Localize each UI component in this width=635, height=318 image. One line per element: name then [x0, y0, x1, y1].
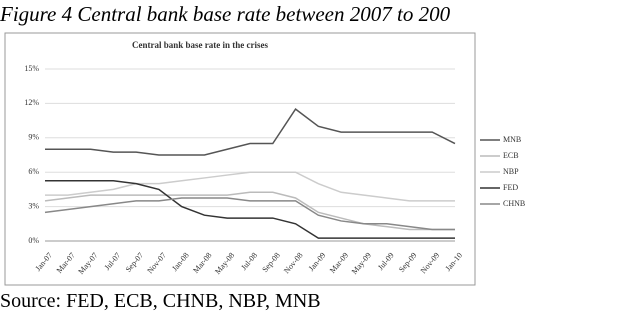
source-note: Source: FED, ECB, CHNB, NBP, MNB — [0, 290, 321, 312]
chart-title: Central bank base rate in the crises — [132, 40, 268, 50]
legend-label: MNB — [503, 135, 521, 144]
legend-label: NBP — [503, 167, 519, 176]
chart: Central bank base rate in the crises 0% 3… — [4, 32, 525, 286]
y-tick-label: 0% — [28, 236, 39, 245]
legend-label: CHNB — [503, 199, 525, 208]
y-tick-label: 15% — [24, 64, 39, 73]
legend-label: ECB — [503, 151, 519, 160]
figure-caption: Figure 4 Central bank base rate between … — [0, 2, 451, 26]
series-line — [45, 171, 455, 202]
y-tick-label: 12% — [24, 98, 39, 107]
y-tick-label: 9% — [28, 133, 39, 142]
y-tick-label: 6% — [28, 167, 39, 176]
legend-label: FED — [503, 183, 518, 192]
y-tick-label: 3% — [28, 201, 39, 210]
chart-frame — [4, 32, 476, 286]
series-line — [44, 191, 455, 231]
series-line — [45, 180, 455, 239]
series-line — [44, 197, 455, 231]
series-line — [45, 108, 456, 156]
